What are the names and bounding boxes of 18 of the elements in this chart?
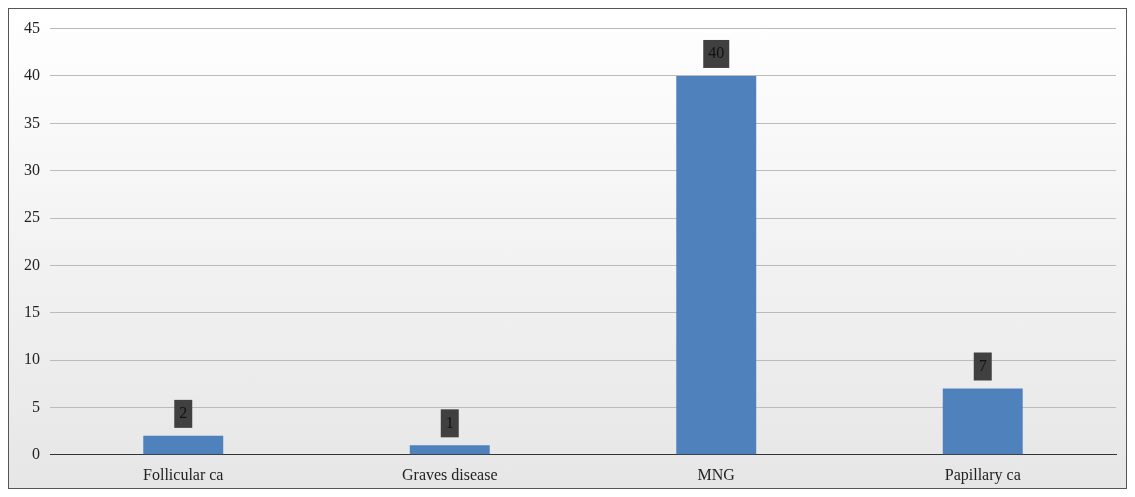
y-tick-label: 5 [32,397,40,415]
bar [143,435,224,455]
y-tick-label: 40 [24,66,40,84]
x-tick-label: MNG [697,465,736,483]
y-tick-label: 20 [24,255,40,273]
bar [409,445,490,455]
bar [676,75,757,455]
y-tick-label: 35 [24,113,40,131]
bar [942,388,1023,455]
x-tick-label: Papillary ca [944,465,1021,484]
y-tick-label: 15 [24,302,40,320]
y-tick-label: 45 [24,18,40,36]
y-tick-label: 0 [32,445,40,462]
y-tick-label: 25 [24,208,40,226]
y-tick-label: 30 [24,160,40,178]
x-tick-label: Graves disease [401,465,498,483]
y-tick-label: 10 [24,350,40,368]
x-tick-label: Follicular ca [143,465,224,483]
